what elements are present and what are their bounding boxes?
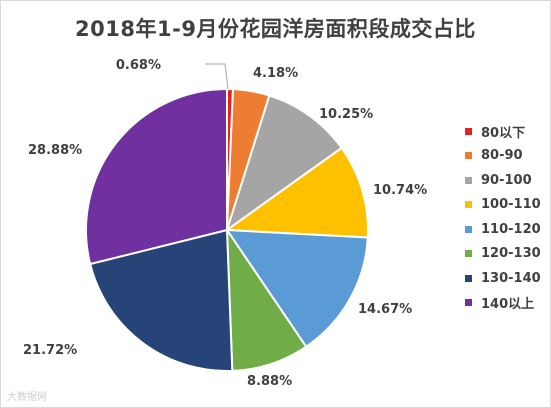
- data-label-110-120: 14.67%: [358, 302, 412, 317]
- legend-label: 80-90: [481, 148, 523, 164]
- legend-item-110-120: 110-120: [465, 217, 549, 242]
- pie-slice-130-140: [89, 229, 234, 372]
- legend-swatch: [465, 299, 472, 307]
- data-label-80-90: 4.18%: [253, 66, 298, 81]
- leader-line-80以下: [205, 63, 229, 90]
- legend-item-120-130: 120-130: [465, 242, 549, 267]
- legend-item-100-110: 100-110: [465, 193, 549, 218]
- chart-title: 2018年1-9月份花园洋房面积段成交占比: [75, 17, 476, 41]
- pie-slice-140以上: [85, 88, 228, 266]
- chart-legend: 80以下 80-90 90-100 100-110 110-120 120-130 130-…: [465, 119, 549, 315]
- legend-item-90-100: 90-100: [465, 168, 549, 193]
- data-label-130-140: 21.72%: [23, 343, 77, 358]
- legend-label: 100-110: [481, 197, 541, 213]
- legend-swatch: [465, 250, 472, 258]
- legend-item-80以下: 80以下: [465, 119, 549, 144]
- watermark: 大数据网: [7, 392, 47, 403]
- data-label-80以下: 0.68%: [116, 58, 161, 73]
- pie-slice-100-110: [226, 146, 369, 239]
- data-label-100-110: 10.74%: [373, 183, 427, 198]
- legend-item-140以上: 140以上: [465, 291, 549, 316]
- legend-swatch: [465, 201, 472, 209]
- legend-swatch: [465, 274, 472, 282]
- legend-swatch: [465, 127, 472, 135]
- legend-swatch: [465, 176, 472, 184]
- legend-item-80-90: 80-90: [465, 144, 549, 169]
- legend-label: 130-140: [481, 270, 541, 286]
- legend-label: 140以上: [481, 297, 535, 313]
- pie-slice-110-120: [226, 229, 369, 348]
- legend-label: 90-100: [481, 172, 532, 188]
- data-label-140以上: 28.88%: [28, 143, 82, 158]
- legend-swatch: [465, 225, 472, 233]
- data-label-120-130: 8.88%: [247, 374, 292, 389]
- legend-label: 120-130: [481, 246, 541, 262]
- legend-label: 80以下: [481, 125, 526, 141]
- pie-slice-90-100: [226, 94, 343, 231]
- legend-item-130-140: 130-140: [465, 266, 549, 291]
- legend-label: 110-120: [481, 221, 541, 237]
- legend-swatch: [465, 152, 472, 160]
- data-label-90-100: 10.25%: [319, 107, 373, 122]
